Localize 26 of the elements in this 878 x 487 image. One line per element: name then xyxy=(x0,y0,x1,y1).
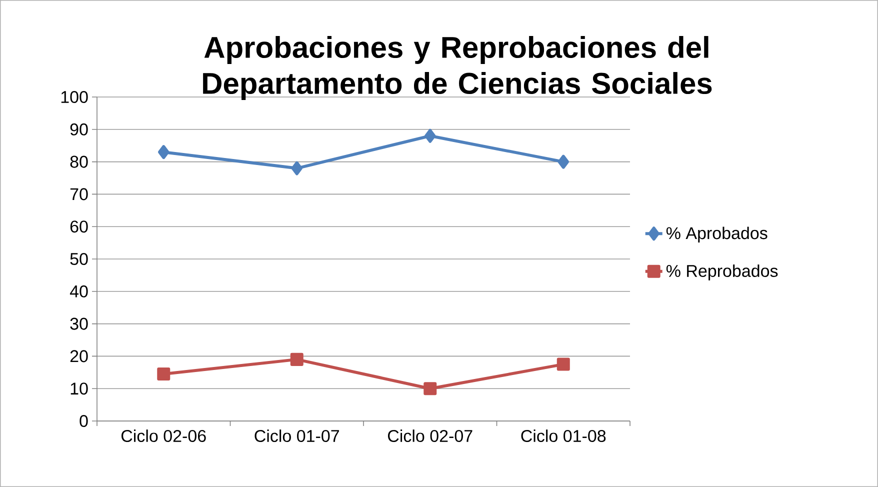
point xyxy=(158,145,170,160)
chart-title: Aprobaciones y Reprobaciones del Departamento de Ciencias Sociales xyxy=(203,36,712,100)
y-tick-label: 0 xyxy=(80,414,88,428)
legend-label: % Reprobados xyxy=(666,264,778,280)
y-tick-label: 30 xyxy=(70,318,88,330)
x-tick-label: Ciclo 02-06 xyxy=(121,430,206,442)
y-tick-label: 80 xyxy=(70,156,88,168)
y-tick-label: 40 xyxy=(70,285,88,298)
point xyxy=(558,154,570,169)
x-tick-label: Ciclo 01-07 xyxy=(254,430,339,442)
point xyxy=(290,352,304,366)
x-tick-label: Ciclo 02-07 xyxy=(388,430,472,442)
point xyxy=(556,358,570,371)
point xyxy=(424,128,436,143)
point xyxy=(424,382,437,396)
y-tick-label: 90 xyxy=(70,123,88,136)
x-tick-label: Ciclo 01-08 xyxy=(521,430,606,442)
point xyxy=(291,161,303,176)
y-tick-label: 20 xyxy=(70,350,88,362)
y-tick-label: 50 xyxy=(70,252,88,266)
y-tick-label: 60 xyxy=(70,220,88,233)
y-tick-label: 70 xyxy=(70,188,88,200)
legend-label: % Aprobados xyxy=(666,226,768,243)
y-tick-label: 10 xyxy=(70,382,88,395)
point xyxy=(157,368,170,381)
y-tick-label: 100 xyxy=(61,90,88,104)
